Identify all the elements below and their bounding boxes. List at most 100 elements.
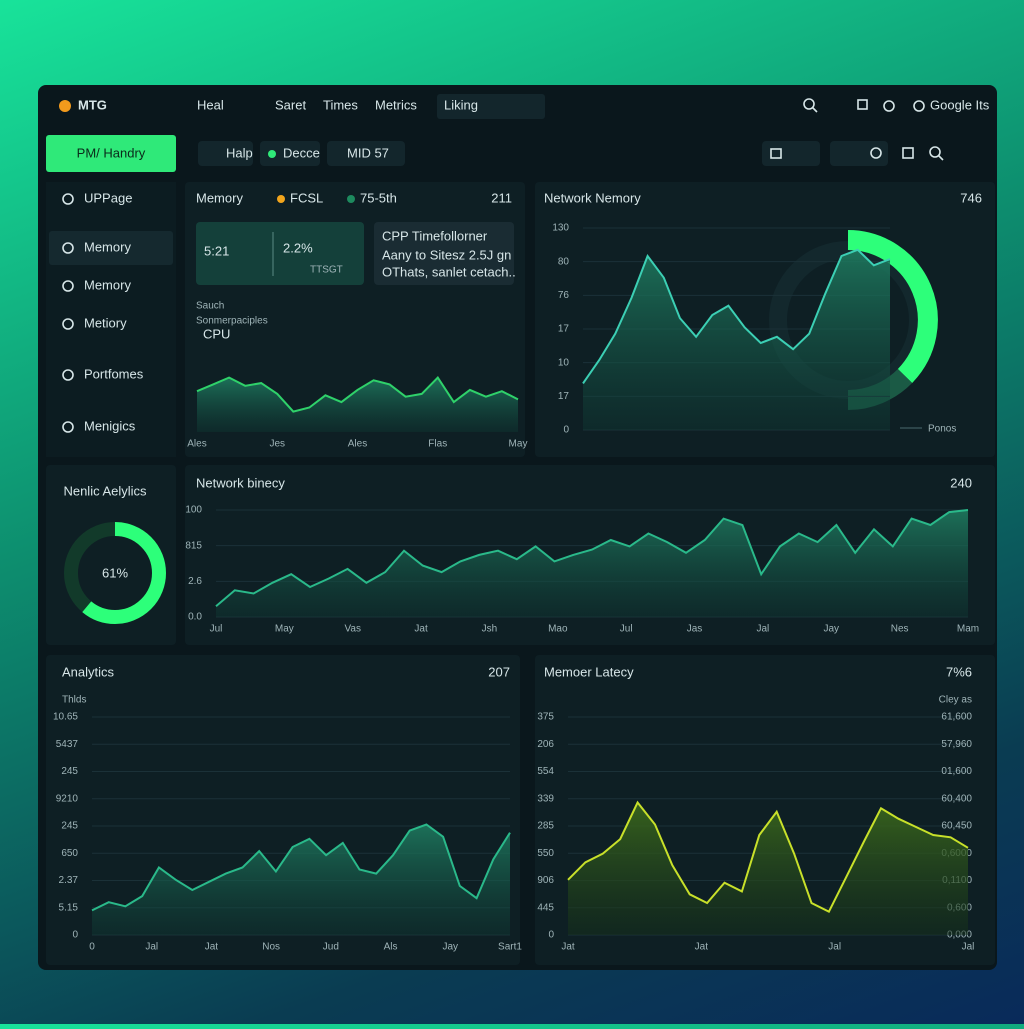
area-fill — [92, 824, 510, 935]
area-line — [196, 376, 519, 413]
dropdown-label: Liking — [444, 97, 478, 112]
area-fill — [197, 377, 518, 432]
header-icons[interactable] — [770, 98, 944, 161]
sidebar-item: UPPage — [84, 190, 132, 205]
stat: 2.2% — [283, 240, 313, 255]
x-tick-label: Vas — [344, 624, 361, 635]
chip[interactable] — [260, 141, 320, 166]
nav-item[interactable]: Times — [323, 97, 358, 112]
y-tick-label: 10.65 — [53, 712, 78, 723]
toolbar-group[interactable] — [762, 141, 820, 166]
panel-title: Network Nemory — [544, 190, 641, 205]
legend-entry: FCSL — [290, 190, 323, 205]
y-tick-label: 554 — [537, 766, 554, 777]
x-tick-label: Mam — [957, 624, 979, 635]
x-tick-label: Jal — [145, 942, 158, 953]
area-line — [567, 800, 969, 914]
y-tick-label: 5437 — [56, 739, 79, 750]
sidebar-icon — [62, 280, 74, 292]
sidebar-icon — [62, 242, 74, 254]
panel-value: 211 — [491, 190, 512, 205]
chip-label: Halp — [226, 145, 253, 160]
y-tick-label: 9210 — [56, 793, 79, 804]
x-tick-label: May — [275, 624, 294, 635]
x-tick-label: Jay — [823, 624, 839, 635]
sidebar-icon — [62, 421, 74, 433]
y2-tick-label: 0,000 — [947, 930, 972, 941]
y-tick-label: 285 — [537, 821, 554, 832]
info-line: Aany to Sitesz 2.5Ј gn — [382, 247, 511, 262]
panel-title: Nenlic Aelylics — [63, 483, 147, 498]
y-tick-label: 5.15 — [59, 902, 79, 913]
y-tick-label: 100 — [185, 505, 202, 516]
y2-tick-label: 60,400 — [941, 793, 972, 804]
chip[interactable] — [198, 141, 253, 166]
gauge-arc — [847, 230, 938, 383]
donut-value — [64, 522, 166, 624]
y-tick-label: 10 — [558, 357, 570, 368]
x-tick-label: Als — [384, 942, 398, 953]
area-line — [582, 248, 891, 384]
x-tick-label: Jud — [323, 942, 339, 953]
button-label: PM/ Handry — [77, 145, 146, 160]
x-tick-label: Jes — [269, 439, 285, 450]
y-tick-label: 0.0 — [188, 612, 202, 623]
x-tick-label: Jal — [828, 942, 841, 953]
panel-title: Memory — [196, 190, 243, 205]
x-tick-label: May — [509, 439, 528, 450]
y-tick-label: 0 — [72, 930, 78, 941]
y-tick-label: 0 — [563, 425, 569, 436]
x-tick-label: Mao — [548, 624, 568, 635]
chip-label: MID 57 — [347, 145, 389, 160]
x-tick-label: Jat — [695, 942, 709, 953]
chip-dot — [268, 150, 276, 158]
x-tick-label: Jas — [687, 624, 703, 635]
sidebar-item: Metiory — [84, 315, 127, 330]
toolbar-group[interactable] — [830, 141, 888, 166]
nav-item[interactable]: Heal — [197, 97, 224, 112]
info-box — [374, 222, 514, 285]
legend-dot — [347, 195, 355, 203]
y-tick-label: 17 — [558, 324, 570, 335]
search: Sauch — [196, 301, 224, 312]
panel-value: 746 — [960, 190, 982, 205]
x-tick-label: Jul — [210, 624, 223, 635]
y2-tick-label: 60,450 — [941, 821, 972, 832]
nav-item[interactable]: Metrics — [375, 97, 417, 112]
chart-title: CPU — [203, 326, 230, 341]
sidebar-item: Menigics — [84, 418, 136, 433]
x-tick-label: Ales — [187, 439, 206, 450]
panel-title: Memoer Latecy — [544, 664, 634, 679]
panel-title: Analytics — [62, 664, 115, 679]
x-tick-label: Ales — [348, 439, 367, 450]
sidebar-selected[interactable] — [49, 231, 173, 265]
area-fill — [216, 510, 968, 617]
y-tick-label: 17 — [558, 391, 570, 402]
x-tick-label: Nes — [891, 624, 909, 635]
y-tick-label: 650 — [61, 848, 78, 859]
dropdown[interactable] — [437, 94, 545, 119]
info-line: CPP Timefollorner — [382, 228, 488, 243]
y-tick-label: 245 — [61, 821, 78, 832]
account: Google Its — [930, 97, 990, 112]
info-line: OThats, sanlet cetach.. — [382, 264, 516, 279]
nav-item[interactable]: Saret — [275, 97, 306, 112]
chip[interactable] — [327, 141, 405, 166]
x-tick-label: Jal — [962, 942, 975, 953]
x-tick-label: Nos — [262, 942, 280, 953]
y-tick-label: 445 — [537, 902, 554, 913]
panel-value: 207 — [488, 664, 510, 679]
primary-button[interactable] — [46, 135, 176, 172]
donut-label: 61% — [102, 565, 128, 580]
x-tick-label: Jsh — [482, 624, 498, 635]
panel-value: 7%6 — [946, 664, 972, 679]
x-tick-label: Jul — [620, 624, 633, 635]
legend-entry: Ponos — [928, 424, 956, 435]
sidebar-item: Memory — [84, 239, 131, 254]
area-line — [91, 823, 511, 912]
legend-dot — [277, 195, 285, 203]
y-tick-label: 2.37 — [59, 875, 79, 886]
panel-title: Network binecy — [196, 475, 285, 490]
chip-label: Decce — [283, 145, 320, 160]
